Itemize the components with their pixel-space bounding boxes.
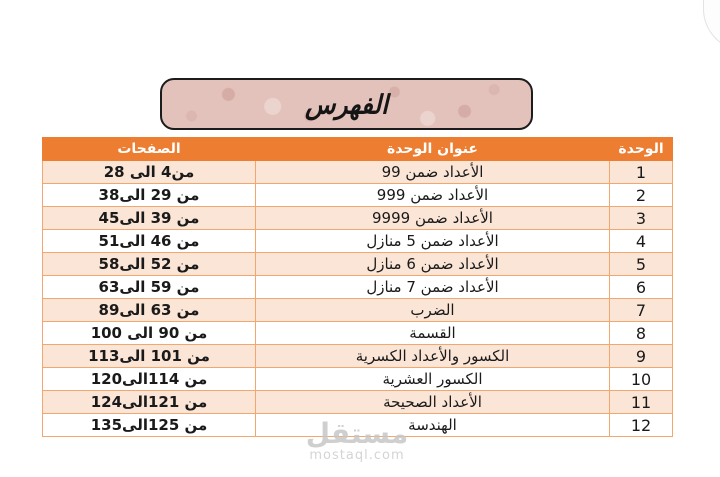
title-cell: الأعداد الصحيحة <box>255 390 610 414</box>
title-cell: القسمة <box>255 321 610 345</box>
title-cell: الأعداد ضمن 9999 <box>255 206 610 230</box>
title-cell: الأعداد ضمن 5 منازل <box>255 229 610 253</box>
pages-cell: من 121الى124 <box>42 390 256 414</box>
table-row: 6 الأعداد ضمن 7 منازل من 59 الى63 <box>42 275 673 299</box>
table-row: 9 الكسور والأعداد الكسرية من 101 الى113 <box>42 344 673 368</box>
pages-cell: من 29 الى38 <box>42 183 256 207</box>
title-cell: الهندسة <box>255 413 610 437</box>
pages-cell: من 90 الى 100 <box>42 321 256 345</box>
table-row: 8 القسمة من 90 الى 100 <box>42 321 673 345</box>
index-title-banner: الفهرس <box>160 78 533 130</box>
title-cell: الأعداد ضمن 6 منازل <box>255 252 610 276</box>
unit-cell: 9 <box>609 344 673 368</box>
pages-cell: من 101 الى113 <box>42 344 256 368</box>
title-cell: الكسور العشرية <box>255 367 610 391</box>
column-header-unit: الوحدة <box>609 137 673 161</box>
page-corner-curve <box>703 0 720 51</box>
index-title-label: الفهرس <box>304 88 389 120</box>
column-header-pages: الصفحات <box>42 137 256 161</box>
unit-cell: 1 <box>609 160 673 184</box>
table-body: 1 الأعداد ضمن 99 من4 الى 28 2 الأعداد ضمن 99… <box>42 160 673 437</box>
unit-cell: 4 <box>609 229 673 253</box>
unit-cell: 8 <box>609 321 673 345</box>
table-row: 4 الأعداد ضمن 5 منازل من 46 الى51 <box>42 229 673 253</box>
title-cell: الأعداد ضمن 7 منازل <box>255 275 610 299</box>
pages-cell: من 39 الى45 <box>42 206 256 230</box>
unit-cell: 11 <box>609 390 673 414</box>
title-cell: الأعداد ضمن 99 <box>255 160 610 184</box>
table-header: الوحدة عنوان الوحدة الصفحات <box>42 137 673 161</box>
contents-table: الوحدة عنوان الوحدة الصفحات 1 الأعداد ضمن… <box>42 137 673 437</box>
unit-cell: 5 <box>609 252 673 276</box>
table-row: 7 الضرب من 63 الى89 <box>42 298 673 322</box>
pages-cell: من 59 الى63 <box>42 275 256 299</box>
unit-cell: 6 <box>609 275 673 299</box>
table-row: 11 الأعداد الصحيحة من 121الى124 <box>42 390 673 414</box>
unit-cell: 3 <box>609 206 673 230</box>
title-cell: الكسور والأعداد الكسرية <box>255 344 610 368</box>
column-header-title: عنوان الوحدة <box>255 137 610 161</box>
table-row: 2 الأعداد ضمن 999 من 29 الى38 <box>42 183 673 207</box>
table-row: 3 الأعداد ضمن 9999 من 39 الى45 <box>42 206 673 230</box>
title-cell: الضرب <box>255 298 610 322</box>
header-row: الوحدة عنوان الوحدة الصفحات <box>42 137 673 161</box>
pages-cell: من 63 الى89 <box>42 298 256 322</box>
table-row: 5 الأعداد ضمن 6 منازل من 52 الى58 <box>42 252 673 276</box>
pages-cell: من 46 الى51 <box>42 229 256 253</box>
watermark-domain: mostaql.com <box>309 448 405 463</box>
table-row: 1 الأعداد ضمن 99 من4 الى 28 <box>42 160 673 184</box>
table-row: 12 الهندسة من 125الى135 <box>42 413 673 437</box>
title-cell: الأعداد ضمن 999 <box>255 183 610 207</box>
unit-cell: 12 <box>609 413 673 437</box>
pages-cell: من4 الى 28 <box>42 160 256 184</box>
table-row: 10 الكسور العشرية من 114الى120 <box>42 367 673 391</box>
unit-cell: 10 <box>609 367 673 391</box>
unit-cell: 7 <box>609 298 673 322</box>
pages-cell: من 52 الى58 <box>42 252 256 276</box>
unit-cell: 2 <box>609 183 673 207</box>
pages-cell: من 125الى135 <box>42 413 256 437</box>
pages-cell: من 114الى120 <box>42 367 256 391</box>
